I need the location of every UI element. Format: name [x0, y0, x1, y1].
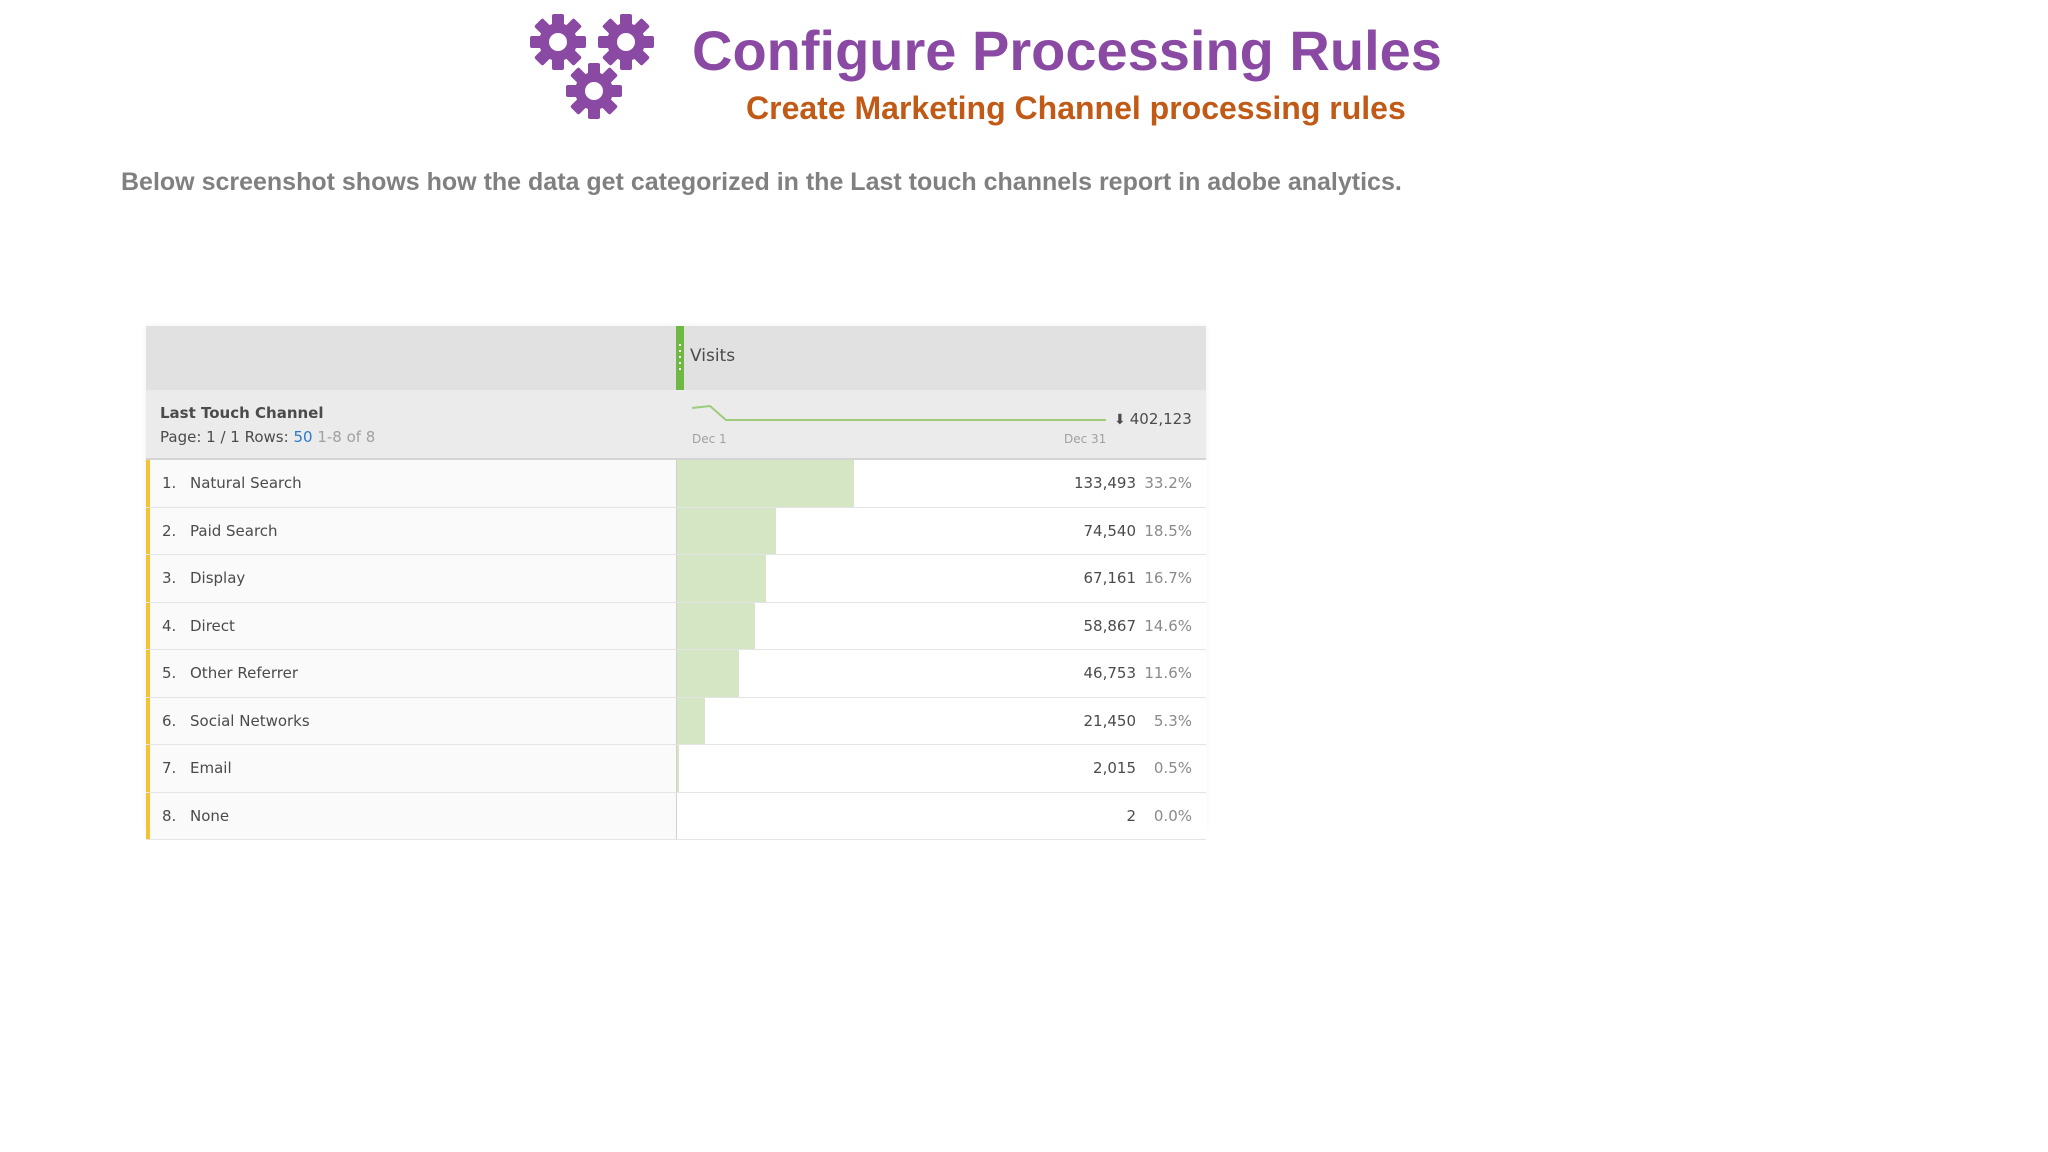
column-resize-handle[interactable]: [676, 326, 684, 390]
row-bar: [677, 507, 776, 554]
row-number: 6.: [162, 711, 177, 730]
gears-icon: [530, 14, 654, 119]
bar-cell: [676, 460, 1207, 507]
row-percent: 33.2%: [1144, 474, 1192, 492]
page-indicator: Page: 1 / 1: [160, 428, 240, 446]
row-bar: [677, 460, 854, 507]
slide-subtitle: Create Marketing Channel processing rule…: [746, 90, 1406, 126]
row-label[interactable]: Paid Search: [190, 521, 278, 540]
row-bar: [677, 602, 755, 649]
table-row[interactable]: 3. Display 67,161 16.7%: [146, 555, 1207, 603]
row-percent: 14.6%: [1144, 616, 1192, 635]
table-row[interactable]: 1. Natural Search 133,493 33.2%: [146, 460, 1207, 508]
row-number: 1.: [162, 474, 177, 492]
row-number: 2.: [162, 521, 177, 540]
sparkline-end-label: Dec 31: [1064, 432, 1107, 446]
description-text: Below screenshot shows how the data get …: [121, 168, 1402, 196]
bar-cell: [676, 555, 1207, 602]
row-percent: 16.7%: [1144, 569, 1192, 587]
rows-label: Rows:: [244, 428, 289, 446]
row-number: 5.: [162, 664, 177, 682]
row-range: 1-8 of 8: [317, 428, 376, 446]
row-value: 133,493: [1073, 474, 1136, 492]
bar-cell: [676, 602, 1207, 649]
row-value: 21,450: [1083, 711, 1137, 730]
bar-cell: [676, 697, 1207, 744]
row-value: 46,753: [1083, 664, 1137, 682]
bar-cell: [676, 792, 1207, 839]
row-bar: [677, 555, 766, 602]
pagination: Page: 1 / 1 Rows: 50 1-8 of 8: [160, 428, 375, 446]
row-percent: 0.0%: [1153, 806, 1192, 825]
table-row[interactable]: 7. Email 2,015 0.5%: [146, 745, 1207, 793]
table-body: 1. Natural Search 133,493 33.2% 2. Paid Searc…: [146, 460, 1207, 840]
metric-column-header: Visits: [146, 326, 1206, 390]
metric-total[interactable]: ⬇ 402,123: [1114, 410, 1192, 428]
slide-header: Configure Processing Rules Create Market…: [0, 0, 2048, 140]
row-percent: 0.5%: [1153, 759, 1192, 777]
metric-label[interactable]: Visits: [690, 346, 736, 366]
total-value: 402,123: [1129, 410, 1192, 428]
row-label[interactable]: Natural Search: [190, 474, 302, 492]
row-bar: [677, 697, 705, 744]
row-value: 2,015: [1093, 759, 1136, 777]
table-row[interactable]: 4. Direct 58,867 14.6%: [146, 602, 1207, 650]
row-label[interactable]: None: [190, 806, 230, 825]
freeform-table: Visits Last Touch Channel Page: 1 / 1 Ro…: [146, 326, 1207, 840]
row-percent: 11.6%: [1144, 664, 1192, 682]
table-row[interactable]: 6. Social Networks 21,450 5.3%: [146, 697, 1207, 745]
rows-per-page-selector[interactable]: 50: [293, 428, 313, 446]
row-label[interactable]: Email: [190, 759, 232, 777]
row-label[interactable]: Other Referrer: [190, 664, 298, 682]
row-percent: 5.3%: [1153, 711, 1192, 730]
row-label[interactable]: Social Networks: [190, 711, 310, 730]
row-number: 7.: [162, 759, 177, 777]
row-bar: [677, 650, 739, 697]
row-value: 74,540: [1083, 521, 1137, 540]
row-value: 67,161: [1083, 569, 1137, 587]
trend-sparkline: [691, 404, 1106, 421]
row-number: 8.: [162, 806, 177, 825]
slide-title: Configure Processing Rules: [692, 19, 1442, 82]
row-label[interactable]: Direct: [190, 616, 235, 635]
bar-cell: [676, 507, 1207, 554]
bar-cell: [676, 745, 1207, 792]
row-number: 4.: [162, 616, 177, 635]
bar-cell: [676, 650, 1207, 697]
row-percent: 18.5%: [1144, 521, 1192, 540]
table-row[interactable]: 5. Other Referrer 46,753 11.6%: [146, 650, 1207, 698]
dimension-label[interactable]: Last Touch Channel: [160, 404, 324, 422]
row-bar: [677, 745, 679, 792]
row-number: 3.: [162, 569, 177, 587]
row-label[interactable]: Display: [190, 569, 246, 587]
sparkline-start-label: Dec 1: [692, 432, 727, 446]
dimension-header: Last Touch Channel Page: 1 / 1 Rows: 50 …: [146, 390, 1206, 460]
table-row[interactable]: 8. None 2 0.0%: [146, 792, 1207, 840]
row-value: 58,867: [1083, 616, 1137, 635]
sort-descending-icon[interactable]: ⬇: [1114, 412, 1126, 428]
table-row[interactable]: 2. Paid Search 74,540 18.5%: [146, 507, 1207, 555]
row-value: 2: [1126, 806, 1136, 825]
